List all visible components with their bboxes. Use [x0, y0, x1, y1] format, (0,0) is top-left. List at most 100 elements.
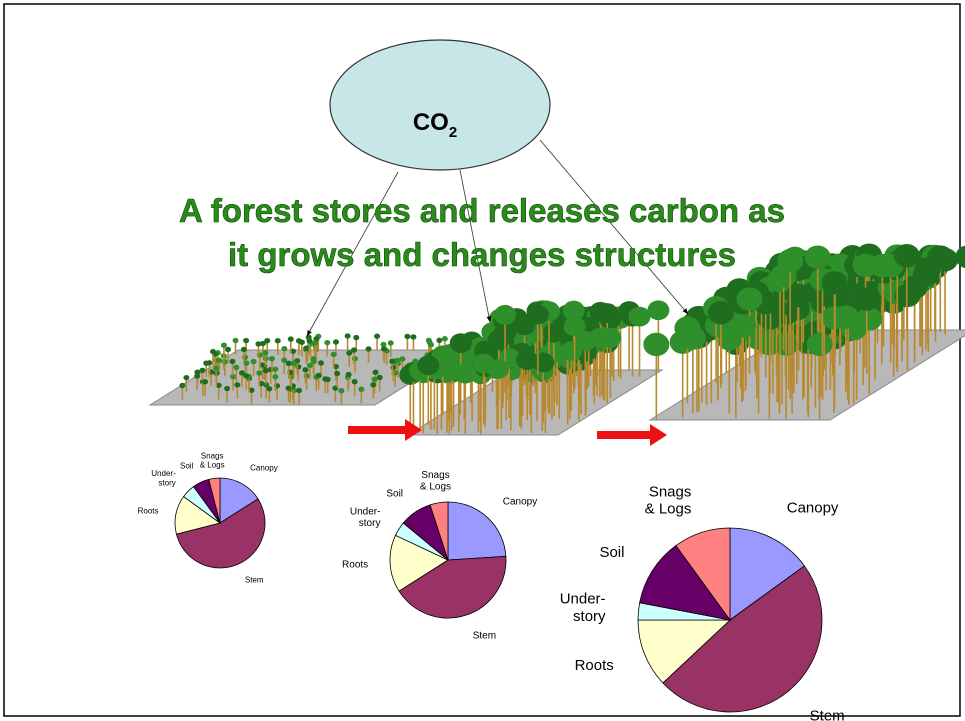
tree-crown	[494, 305, 516, 325]
pie-label: Stem	[473, 631, 496, 642]
tree-crown	[353, 335, 359, 340]
co2-text: CO	[413, 109, 449, 136]
tree-crown	[233, 338, 239, 343]
pie-label: Roots	[575, 657, 614, 674]
tree-crown	[372, 377, 378, 382]
tree-crown	[730, 314, 756, 337]
tree-crown	[291, 361, 297, 366]
title-line: A forest stores and releases carbon as	[179, 192, 785, 229]
tree-crown	[224, 386, 230, 391]
tree-crown	[316, 373, 322, 378]
tree-crown	[381, 346, 387, 351]
tree-crown	[286, 361, 292, 366]
tree-crown	[351, 347, 357, 352]
tree-crown	[352, 379, 358, 384]
tree-crown	[256, 370, 262, 375]
tree-crown	[306, 338, 312, 343]
tree-crown	[390, 365, 396, 370]
pie-label: Stem	[810, 707, 845, 721]
tree-crown	[370, 382, 376, 387]
tree-crown	[286, 385, 292, 390]
pie-label: Soil	[180, 461, 194, 470]
pie-label: Snags& Logs	[420, 470, 451, 493]
tree-crown	[230, 359, 236, 364]
tree-crown	[324, 340, 330, 345]
tree-crown	[399, 356, 405, 361]
tree-crown	[564, 316, 586, 336]
tree-crown	[417, 355, 439, 375]
tree-crown	[255, 341, 261, 346]
tree-crown	[281, 346, 287, 351]
tree-crown	[516, 350, 538, 370]
co2-subscript: 2	[449, 124, 457, 141]
tree-crown	[263, 368, 269, 373]
tree-crown	[213, 358, 219, 363]
tree-crown	[233, 365, 239, 370]
tree-crown	[194, 373, 200, 378]
tree-crown	[303, 367, 309, 372]
tree-crown	[338, 388, 344, 393]
tree-crown	[358, 387, 364, 392]
tree-crown	[322, 376, 328, 381]
tree-crown	[442, 336, 448, 341]
tree-crown	[222, 359, 228, 364]
tree-crown	[243, 338, 249, 343]
tree-crown	[221, 342, 227, 347]
pie-label: Roots	[138, 506, 159, 515]
pie-label: Snags& Logs	[200, 451, 225, 469]
tree-crown	[450, 333, 472, 353]
tree-crown	[488, 330, 510, 350]
tree-crown	[854, 287, 880, 310]
tree-crown	[225, 347, 231, 352]
tree-crown	[266, 386, 272, 391]
tree-crown	[299, 339, 305, 344]
tree-crown	[647, 300, 669, 320]
title-line: it grows and changes structures	[228, 236, 736, 273]
tree-crown	[543, 323, 565, 343]
tree-crown	[487, 359, 509, 379]
tree-crown	[527, 305, 549, 325]
tree-crown	[441, 361, 463, 381]
pie-label: Canopy	[250, 463, 278, 472]
tree-crown	[331, 352, 337, 357]
pie-label: Soil	[599, 544, 624, 561]
tree-crown	[264, 338, 270, 343]
pie-label: Roots	[342, 560, 368, 571]
tree-crown	[311, 359, 317, 364]
tree-crown	[374, 334, 380, 339]
tree-crown	[833, 306, 859, 329]
tree-crown	[183, 375, 189, 380]
tree-crown	[436, 338, 442, 343]
tree-crown	[234, 382, 240, 387]
tree-crown	[737, 287, 763, 310]
tree-crown	[296, 388, 302, 393]
slide: CO2 A forest stores and releases carbon …	[0, 0, 965, 721]
tree-crown	[373, 370, 379, 375]
tree-crown	[303, 346, 309, 351]
tree-crown	[894, 244, 920, 267]
tree-crown	[269, 356, 275, 361]
tree-crown	[345, 333, 351, 338]
tree-crown	[708, 301, 734, 324]
tree-crown	[805, 246, 831, 269]
tree-crown	[179, 383, 185, 388]
pie-label: Canopy	[503, 496, 537, 507]
tree-crown	[272, 374, 278, 379]
tree-crown	[304, 373, 310, 378]
tree-crown	[388, 340, 394, 345]
tree-crown	[629, 307, 651, 327]
pie-label: Soil	[386, 488, 403, 499]
tree-crown	[251, 359, 257, 364]
co2-ellipse	[330, 40, 550, 170]
tree-crown	[275, 338, 281, 343]
tree-crown	[334, 371, 340, 376]
tree-crown	[288, 336, 294, 341]
tree-crown	[213, 365, 219, 370]
tree-crown	[210, 349, 216, 354]
tree-crown	[346, 372, 352, 377]
tree-crown	[352, 356, 358, 361]
tree-crown	[599, 328, 621, 348]
tree-crown	[262, 350, 268, 355]
pie-label: Canopy	[787, 500, 839, 517]
tree-crown	[596, 303, 618, 323]
